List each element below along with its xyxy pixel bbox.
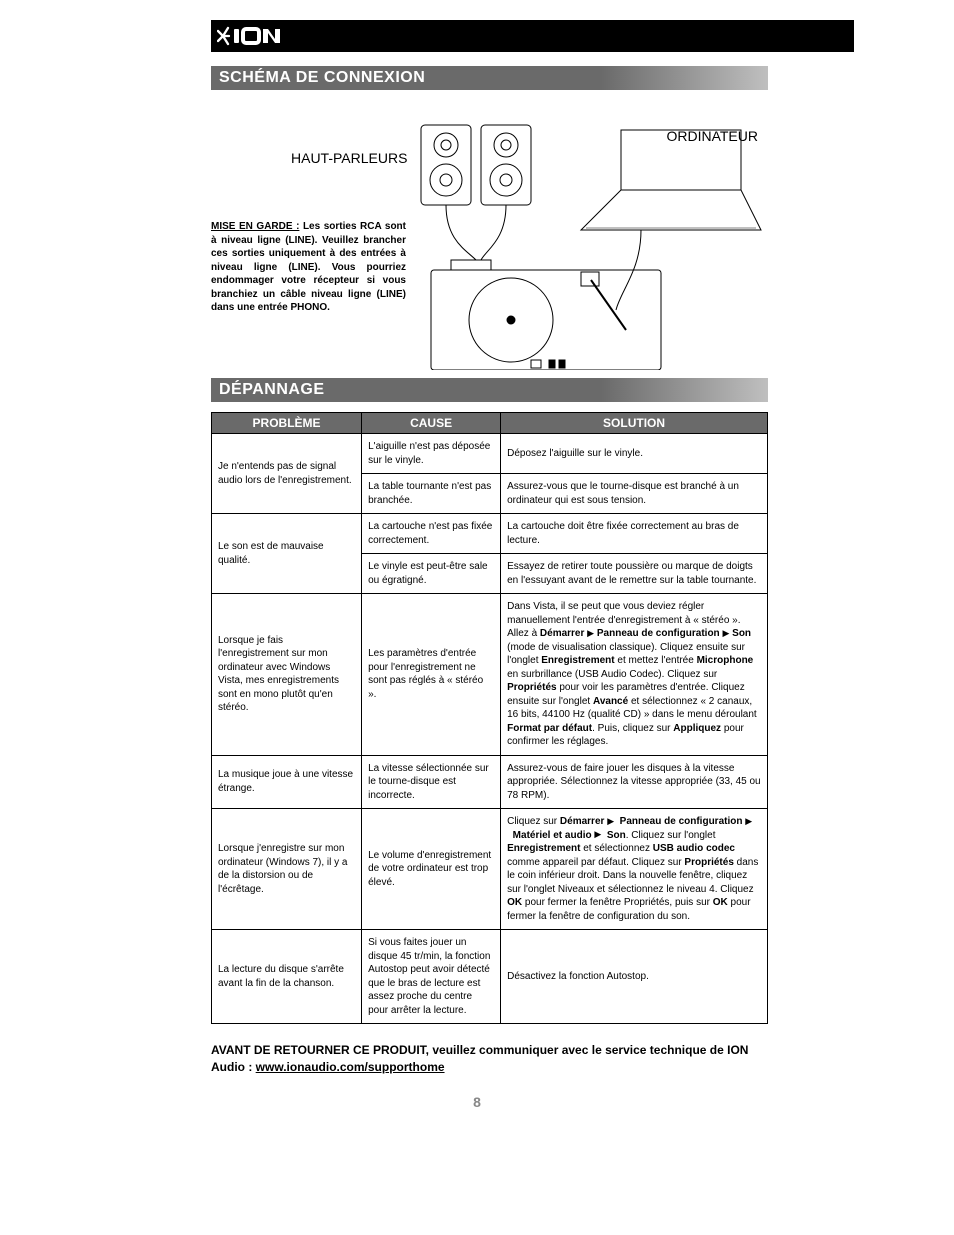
cell-solution: La cartouche doit être fixée correctemen… [501,514,768,554]
troubleshoot-table-wrapper: PROBLÈME CAUSE SOLUTION Je n'entends pas… [211,412,768,1024]
cell-probleme: Lorsque j'enregistre sur mon ordinateur … [212,809,362,930]
table-row: Le son est de mauvaise qualité.La cartou… [212,514,768,554]
cell-solution: Cliquez sur Démarrer ▶ Panneau de config… [501,809,768,930]
table-row: La lecture du disque s'arrête avant la f… [212,930,768,1024]
label-haut-parleurs: HAUT-PARLEURS [291,150,407,166]
table-row: Lorsque j'enregistre sur mon ordinateur … [212,809,768,930]
cell-solution: Essayez de retirer toute poussière ou ma… [501,554,768,594]
warning-prefix: MISE EN GARDE : [211,221,299,232]
cell-cause: Les paramètres d'entrée pour l'enregistr… [362,594,501,756]
cell-solution: Dans Vista, il se peut que vous deviez r… [501,594,768,756]
cell-solution: Désactivez la fonction Autostop. [501,930,768,1024]
page-number: 8 [0,1094,954,1110]
footer-note: AVANT DE RETOURNER CE PRODUIT, veuillez … [211,1042,768,1076]
th-probleme: PROBLÈME [212,413,362,434]
section-title-depannage: DÉPANNAGE [211,378,768,402]
page: SCHÉMA DE CONNEXION HAUT-PARLEURS ORDINA… [0,0,954,1150]
cell-cause: Le volume d'enregistrement de votre ordi… [362,809,501,930]
cell-solution: Assurez-vous de faire jouer les disques … [501,755,768,809]
ion-logo [217,25,287,47]
troubleshoot-table: PROBLÈME CAUSE SOLUTION Je n'entends pas… [211,412,768,1024]
warning-text: MISE EN GARDE : Les sorties RCA sont à n… [211,220,406,315]
warning-body: Les sorties RCA sont à niveau ligne (LIN… [211,221,406,313]
table-row: Je n'entends pas de signal audio lors de… [212,434,768,474]
cell-probleme: Le son est de mauvaise qualité. [212,514,362,594]
cell-cause: La vitesse sélectionnée sur le tourne-di… [362,755,501,809]
th-cause: CAUSE [362,413,501,434]
cell-cause: Le vinyle est peut-être sale ou égratign… [362,554,501,594]
cell-cause: La table tournante n'est pas branchée. [362,474,501,514]
cell-solution: Assurez-vous que le tourne-disque est br… [501,474,768,514]
table-row: Lorsque je fais l'enregistrement sur mon… [212,594,768,756]
cell-probleme: La musique joue à une vitesse étrange. [212,755,362,809]
cell-solution: Déposez l'aiguille sur le vinyle. [501,434,768,474]
cell-probleme: Je n'entends pas de signal audio lors de… [212,434,362,514]
header-bar [211,20,854,52]
cell-cause: Si vous faites jouer un disque 45 tr/min… [362,930,501,1024]
th-solution: SOLUTION [501,413,768,434]
footer-link[interactable]: www.ionaudio.com/supporthome [256,1060,445,1074]
cell-cause: La cartouche n'est pas fixée correctemen… [362,514,501,554]
table-row: La musique joue à une vitesse étrange.La… [212,755,768,809]
cell-probleme: La lecture du disque s'arrête avant la f… [212,930,362,1024]
cell-probleme: Lorsque je fais l'enregistrement sur mon… [212,594,362,756]
section-title-schema: SCHÉMA DE CONNEXION [211,66,768,90]
connection-diagram-area: HAUT-PARLEURS ORDINATEUR MISE EN GARDE :… [211,100,768,360]
cell-cause: L'aiguille n'est pas déposée sur le viny… [362,434,501,474]
connection-diagram-svg [411,120,771,370]
